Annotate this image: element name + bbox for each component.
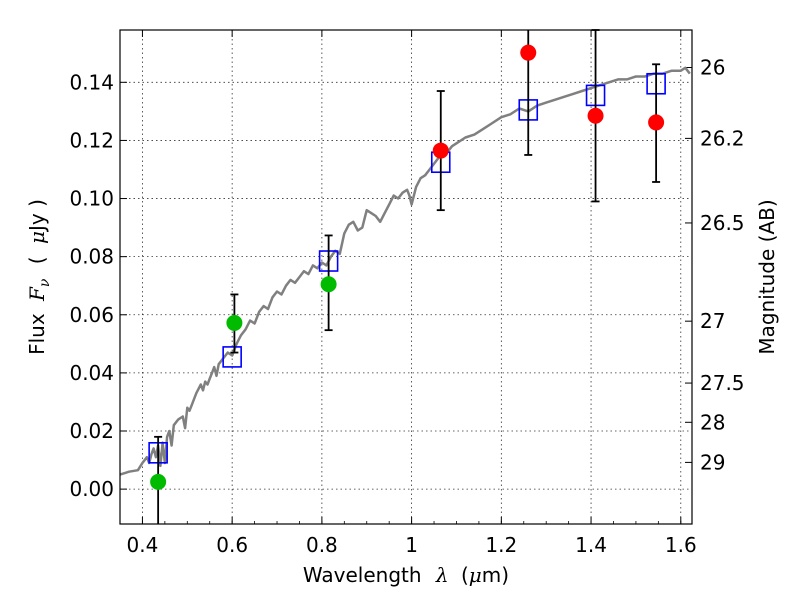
- x-axis-label-unit-rest: m): [482, 563, 509, 587]
- y-tick-label: 0.08: [69, 245, 114, 269]
- x-axis-label-unit-mu: μ: [469, 563, 482, 587]
- magnitude-tick-label: 26: [700, 55, 725, 79]
- model-square-point: [222, 346, 242, 368]
- axis-ticks: [120, 30, 692, 524]
- x-axis-label-symbol: λ: [435, 563, 449, 587]
- y-tick-label: 0.06: [69, 303, 114, 327]
- observed-point: [320, 276, 337, 293]
- x-axis-label-unit-open: (: [461, 563, 469, 587]
- observed-point: [587, 107, 604, 124]
- plot-frame: [119, 29, 693, 525]
- x-tick-labels: 0.4 0.6 0.8 1 1.2 1.4 1.6: [127, 533, 697, 557]
- y-axis-label-unit-rest: Jy ): [25, 199, 49, 233]
- observed-point: [432, 142, 449, 159]
- x-tick-label: 0.8: [306, 533, 338, 557]
- x-axis-label: Wavelength λ (μm): [303, 563, 509, 587]
- observed-point: [520, 44, 537, 61]
- y-axis-label-prefix: Flux: [25, 313, 49, 355]
- magnitude-tick-label: 29: [700, 450, 725, 474]
- y-axis-label-unit-mu: μ: [25, 231, 49, 244]
- magnitude-tick-labels: 26 26.2 26.5 27 27.5 28 29: [700, 55, 745, 474]
- y-axis-label: Flux Fν ( μJy ): [25, 199, 54, 355]
- x-tick-label: 1: [405, 533, 418, 557]
- y-axis-label-symbol: F: [25, 286, 49, 302]
- magnitude-tick-label: 27.5: [700, 371, 745, 395]
- x-tick-label: 0.6: [216, 533, 248, 557]
- x-tick-label: 1.6: [665, 533, 697, 557]
- y-tick-label: 0.10: [69, 187, 114, 211]
- observed-point: [150, 473, 167, 490]
- observed-point: [648, 114, 665, 131]
- data-marks: [120, 29, 691, 524]
- magnitude-tick-label: 26.5: [700, 211, 745, 235]
- y-axis-label-symbol-sub: ν: [37, 278, 53, 287]
- y-tick-label: 0.00: [69, 477, 114, 501]
- y-tick-label: 0.04: [69, 361, 114, 385]
- magnitude-tick-label: 26.2: [700, 126, 745, 150]
- y-tick-labels: 0.00 0.02 0.04 0.06 0.08 0.10 0.12 0.14: [69, 70, 114, 501]
- x-tick-label: 1.2: [485, 533, 517, 557]
- plot-background: [120, 30, 692, 524]
- x-axis-label-prefix: Wavelength: [303, 563, 422, 587]
- y-tick-label: 0.02: [69, 419, 114, 443]
- magnitude-tick-label: 28: [700, 410, 725, 434]
- x-tick-label: 0.4: [127, 533, 159, 557]
- y2-axis-label: Magnitude (AB): [755, 199, 779, 354]
- magnitude-tick-label: 27: [700, 309, 725, 333]
- y-tick-label: 0.14: [69, 70, 114, 94]
- y-tick-label: 0.12: [69, 128, 114, 152]
- y-axis-label-unit-open: (: [25, 256, 49, 264]
- observed-point: [226, 314, 243, 331]
- x-tick-label: 1.4: [575, 533, 607, 557]
